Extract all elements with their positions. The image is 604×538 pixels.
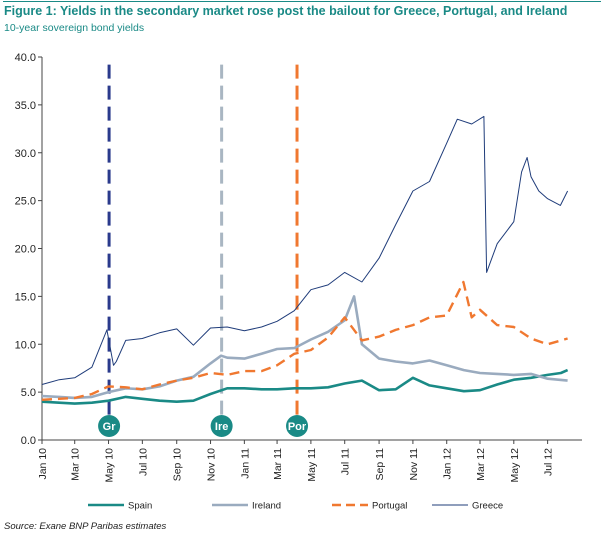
x-tick-label: Jan 11 xyxy=(239,448,251,479)
x-tick-label: Sep 10 xyxy=(172,448,184,481)
x-tick-label: Nov 11 xyxy=(408,448,420,481)
x-tick-label: Mar 12 xyxy=(475,448,487,481)
x-tick-label: Jul 11 xyxy=(340,448,352,475)
y-tick-label: 10.0 xyxy=(15,339,36,351)
y-tick-label: 30.0 xyxy=(15,148,36,160)
series-line-greece xyxy=(41,115,569,385)
series-lines xyxy=(41,115,569,405)
x-tick-label: Jul 12 xyxy=(543,448,555,476)
y-tick-label: 25.0 xyxy=(15,196,36,208)
event-markers: Gr Ire Por xyxy=(98,64,309,437)
y-tick-label: 0.0 xyxy=(21,435,36,447)
y-tick-label: 35.0 xyxy=(15,100,36,112)
source-note: Source: Exane BNP Paribas estimates xyxy=(4,521,167,532)
x-tick-label: Jul 10 xyxy=(137,448,149,476)
figure-title: Figure 1: Yields in the secondary market… xyxy=(4,4,568,18)
event-label-por: Por xyxy=(288,421,307,433)
header-rule xyxy=(3,1,601,2)
line-chart: 0.0 5.0 10.0 15.0 20.0 25.0 30.0 35.0 40.0 Jan 10… xyxy=(15,52,582,512)
x-tick-label: May 12 xyxy=(509,448,521,483)
legend-label-greece: Greece xyxy=(472,501,503,512)
event-label-gr: Gr xyxy=(103,421,117,433)
x-tick-label: Nov 10 xyxy=(206,448,218,481)
chart-area: 0.0 5.0 10.0 15.0 20.0 25.0 30.0 35.0 40.0 Jan 10… xyxy=(0,38,604,524)
x-tick-label: Mar 10 xyxy=(70,448,82,481)
figure-subtitle: 10-year sovereign bond yields xyxy=(4,22,145,34)
y-tick-label: 40.0 xyxy=(15,52,36,64)
x-tick-label: Sep 11 xyxy=(374,448,386,481)
event-badge-ire xyxy=(210,415,233,437)
legend-label-portugal: Portugal xyxy=(372,501,407,512)
legend-label-spain: Spain xyxy=(128,501,152,512)
axes: 0.0 5.0 10.0 15.0 20.0 25.0 30.0 35.0 40.0 Jan 10… xyxy=(15,52,582,482)
legend-label-ireland: Ireland xyxy=(252,501,281,512)
y-tick-label: 5.0 xyxy=(21,387,36,399)
x-tick-label: Jan 12 xyxy=(442,448,454,480)
event-badge-gr xyxy=(98,415,121,437)
x-tick-label: May 10 xyxy=(104,448,116,483)
event-label-ire: Ire xyxy=(215,421,228,433)
x-tick-label: May 11 xyxy=(306,448,318,482)
x-tick-label: Mar 11 xyxy=(272,448,284,480)
event-badge-por xyxy=(286,415,309,437)
series-line-spain xyxy=(41,368,569,405)
series-line-ireland xyxy=(41,295,568,400)
legend: Spain Ireland Portugal Greece xyxy=(88,501,503,512)
series-line-portugal xyxy=(41,280,568,401)
y-tick-label: 20.0 xyxy=(15,244,36,256)
y-tick-label: 15.0 xyxy=(15,291,36,303)
x-tick-label: Jan 10 xyxy=(37,448,49,480)
